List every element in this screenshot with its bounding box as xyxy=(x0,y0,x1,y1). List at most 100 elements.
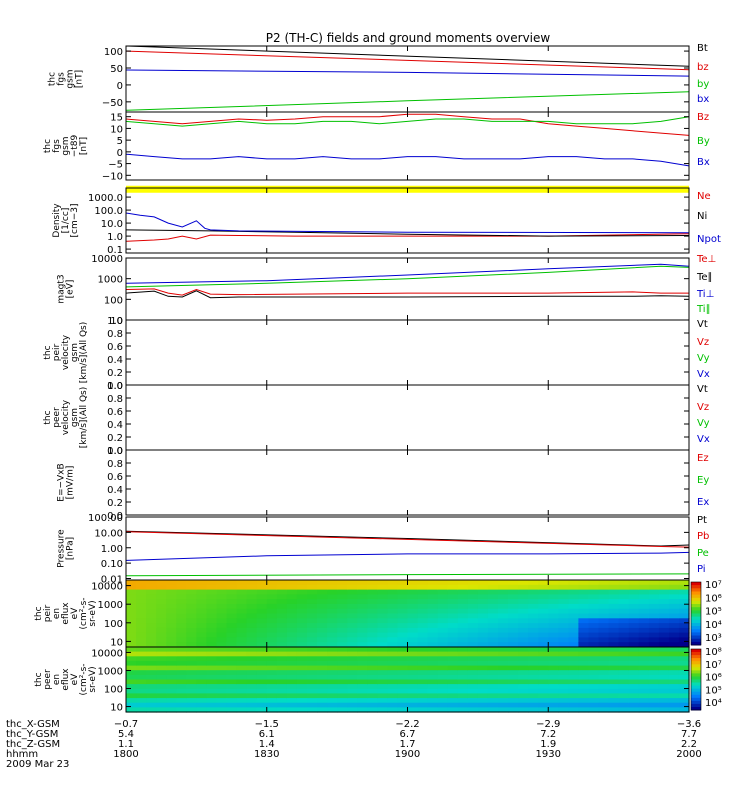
spectrogram-cell xyxy=(538,599,549,605)
spectrogram-cell xyxy=(678,642,690,648)
spectrogram-cell xyxy=(327,707,338,713)
y-tick-label: 100.0 xyxy=(94,206,123,217)
spectrogram-cell xyxy=(417,693,429,699)
spectrogram-cell xyxy=(568,656,580,662)
series-line-Ti⊥ xyxy=(125,263,690,284)
spectrogram-cell xyxy=(216,594,228,600)
spectrogram-cell xyxy=(538,647,549,653)
spectrogram-cell xyxy=(618,623,630,629)
spectrogram-cell xyxy=(347,584,358,591)
spectrogram-cell xyxy=(156,642,167,648)
spectrogram-cell xyxy=(608,623,620,629)
spectrogram-cell xyxy=(678,618,690,624)
spectrogram-cell xyxy=(668,594,680,600)
spectrogram-cell xyxy=(126,665,137,671)
spectrogram-cell xyxy=(156,698,167,704)
spectrogram-cell xyxy=(387,674,399,681)
series-group-p1 xyxy=(125,45,690,111)
spectrogram-cell xyxy=(236,693,248,699)
spectrogram-cell xyxy=(498,660,509,667)
spectrogram-cell xyxy=(266,647,278,653)
spectrogram-cell xyxy=(186,660,197,667)
spectrogram-cell xyxy=(206,584,218,591)
colorbar-label: 10⁴ xyxy=(705,698,722,709)
spectrogram-cell xyxy=(538,698,549,704)
spectrogram-cell xyxy=(377,670,388,676)
spectrogram-cell xyxy=(266,608,278,615)
spectrogram-cell xyxy=(126,647,137,653)
spectrogram-cell xyxy=(166,674,177,681)
y-tick-label: 1000.0 xyxy=(88,193,123,204)
spectrogram-cell xyxy=(508,627,519,634)
spectrogram-cell xyxy=(508,660,519,667)
spectrogram-cell xyxy=(528,693,539,699)
spectrogram-cell xyxy=(628,599,640,605)
spectrogram-cell xyxy=(387,603,399,610)
spectrogram-cell xyxy=(226,707,238,713)
spectrogram-cell xyxy=(126,684,137,690)
spectrogram-cell xyxy=(598,589,610,595)
spectrogram-cell xyxy=(276,613,288,619)
spectrogram-cell xyxy=(658,698,670,704)
spectrogram-cell xyxy=(266,698,278,704)
spectrogram-cell xyxy=(407,627,419,634)
spectrogram-cell xyxy=(558,599,569,605)
spectrogram-cell xyxy=(618,589,630,595)
spectrogram-cell xyxy=(668,632,680,638)
spectrogram-cell xyxy=(266,688,278,694)
spectrogram-cell xyxy=(327,580,338,586)
spectrogram-cell xyxy=(266,613,278,619)
spectrogram-cell xyxy=(156,623,167,629)
spectrogram-cell xyxy=(678,702,690,708)
spectrogram-cell xyxy=(347,656,358,662)
spectrogram-cell xyxy=(126,580,137,586)
y-tick-label: −10 xyxy=(102,171,123,182)
spectrogram-cell xyxy=(216,670,228,676)
spectrogram-cell xyxy=(518,693,529,699)
spectrogram-cell xyxy=(276,594,288,600)
spectrogram-cell xyxy=(427,707,439,713)
spectrogram-cell xyxy=(256,647,268,653)
spectrogram-cell xyxy=(256,632,268,638)
spectrogram-cell xyxy=(668,698,680,704)
spectrogram-cell xyxy=(518,594,529,600)
spectrogram-cell xyxy=(668,674,680,681)
spectrogram-cell xyxy=(206,656,218,662)
spectrogram-cell xyxy=(407,618,419,624)
spectrogram-cell xyxy=(467,584,479,591)
spectrogram-cell xyxy=(357,623,368,629)
colorbar-label: 10⁵ xyxy=(705,685,722,696)
spectrogram-cell xyxy=(457,698,469,704)
spectrogram-cell xyxy=(276,684,288,690)
spectrogram-cell xyxy=(196,665,208,671)
spectrogram-cell xyxy=(186,603,197,610)
spectrogram-cell xyxy=(236,627,248,634)
spectrogram-cell xyxy=(457,608,469,615)
spectrogram-cell xyxy=(196,656,208,662)
spectrogram-cell xyxy=(498,642,509,648)
spectrogram-cell xyxy=(226,688,238,694)
panel-frame-p7 xyxy=(125,449,690,516)
spectrogram-cell xyxy=(226,627,238,634)
spectrogram-cell xyxy=(648,674,660,681)
spectrogram-cell xyxy=(477,679,489,685)
legend-entry: Pi xyxy=(697,564,706,575)
spectrogram-cell xyxy=(407,707,419,713)
spectrogram-cell xyxy=(487,702,499,708)
spectrogram-cell xyxy=(296,702,308,708)
y-axis-label: (cm²-s- xyxy=(79,663,89,695)
spectrogram-cell xyxy=(367,702,378,708)
spectrogram-cell xyxy=(276,707,288,713)
spectrogram-cell xyxy=(266,627,278,634)
spectrogram-cell xyxy=(678,584,690,591)
y-axis-label: [eV] xyxy=(66,280,76,299)
spectrogram-cell xyxy=(236,613,248,619)
spectrogram-cell xyxy=(146,613,157,619)
spectrogram-cell xyxy=(588,670,600,676)
spectrogram-cell xyxy=(487,665,499,671)
spectrogram-cell xyxy=(648,660,660,667)
colorbar-step xyxy=(691,649,701,653)
